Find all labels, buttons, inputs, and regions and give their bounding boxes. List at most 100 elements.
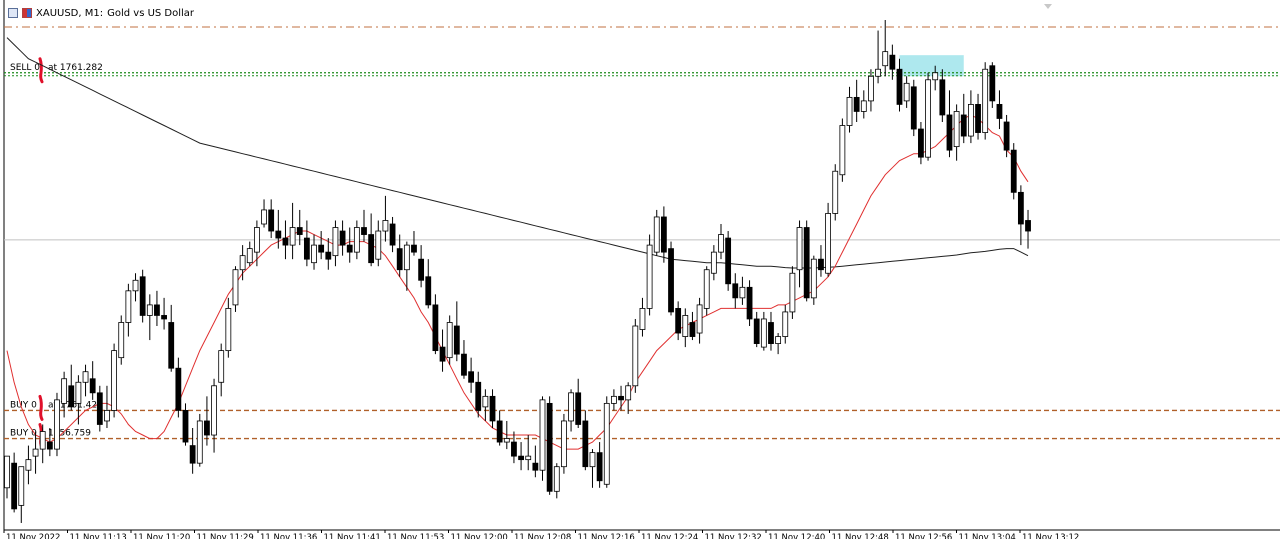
candle-body: [1017, 191, 1024, 225]
candle-body: [382, 220, 389, 232]
candle-body: [332, 227, 339, 257]
candle-body: [589, 452, 596, 468]
candle-body: [146, 304, 153, 316]
candle-body: [675, 308, 682, 334]
candle-body: [261, 209, 267, 225]
candle-body: [689, 322, 696, 337]
candle-body: [218, 350, 225, 383]
candle-body: [361, 227, 367, 235]
symbol-label: XAUUSD, M1:: [36, 7, 104, 19]
candle-body: [303, 237, 310, 260]
candle-body: [225, 308, 232, 352]
candle-body: [396, 248, 403, 271]
x-tick-label: 11 Nov 12:48: [832, 533, 889, 539]
candle-body: [104, 410, 110, 422]
candle-body: [275, 230, 282, 239]
candle-body: [118, 322, 125, 359]
candle-body: [596, 452, 603, 482]
candle-body: [311, 244, 317, 264]
candle-body: [868, 75, 874, 102]
candle-body: [846, 96, 853, 126]
candle-body: [561, 420, 567, 468]
candle-body: [375, 230, 382, 260]
x-tick-label: 11 Nov 12:32: [705, 533, 762, 539]
candle-body: [482, 395, 489, 408]
candle-body: [204, 420, 210, 436]
candle-body: [68, 385, 75, 408]
x-tick-label: 11 Nov 12:08: [514, 533, 571, 539]
candle-body: [89, 378, 96, 394]
candle-body: [461, 353, 467, 376]
candle-body: [632, 325, 639, 387]
candle-body: [532, 462, 539, 471]
candle-body: [996, 104, 1003, 119]
candle-body: [668, 248, 674, 313]
candle-body: [189, 445, 196, 464]
candle-body: [39, 431, 46, 450]
candle-body: [953, 111, 960, 148]
candle-body: [939, 79, 946, 116]
candle-body: [25, 459, 32, 471]
candle-body: [1010, 149, 1017, 193]
candle-body: [325, 251, 332, 260]
candle-body: [446, 322, 453, 359]
x-tick-label: 11 Nov 11:53: [387, 533, 444, 539]
candle-body: [946, 114, 953, 151]
x-tick-label: 11 Nov 11:20: [133, 533, 190, 539]
sell-order-label: SELL 0: [10, 63, 40, 73]
flag-icon[interactable]: [22, 8, 32, 18]
candle-body: [796, 227, 803, 271]
candle-body: [346, 244, 353, 253]
candle-body: [582, 420, 589, 468]
candle-body: [432, 304, 439, 352]
x-tick-label: 11 Nov 2022: [6, 533, 60, 539]
candle-body: [211, 385, 217, 436]
candle-body: [175, 367, 182, 411]
candle-body: [725, 237, 732, 285]
buy-order-1-marker: [38, 394, 44, 421]
candle-body: [746, 286, 753, 320]
window-icon[interactable]: [8, 8, 18, 18]
candle-body: [232, 269, 239, 306]
candle-body: [639, 308, 646, 330]
candle-body: [918, 128, 924, 158]
candle-body: [903, 82, 910, 102]
ma-slow-line: [6, 37, 1029, 269]
candle-body: [932, 72, 939, 81]
x-tick-label: 11 Nov 13:12: [1022, 533, 1079, 539]
candle-body: [511, 441, 517, 457]
candle-body: [61, 378, 68, 404]
candle-body: [546, 402, 553, 492]
x-tick-label: 11 Nov 12:40: [768, 533, 825, 539]
candle-body: [853, 96, 860, 112]
candle-body: [503, 438, 510, 443]
candle-body: [960, 114, 967, 137]
candle-body: [682, 315, 689, 337]
candle-body: [353, 227, 360, 253]
candle-body: [603, 402, 610, 485]
candle-body: [296, 227, 303, 235]
candle-body: [1025, 220, 1031, 232]
sell-order-price-label: at 1761.282: [48, 63, 103, 73]
candle-body: [739, 286, 746, 299]
candle-body: [368, 234, 375, 264]
candle-body: [253, 227, 260, 253]
candle-body: [553, 466, 560, 492]
candle-body: [696, 304, 703, 334]
candle-body: [468, 371, 475, 383]
candle-body: [46, 441, 53, 450]
candle-body: [753, 318, 760, 344]
candle-body: [575, 392, 582, 425]
candle-body: [775, 336, 782, 344]
candle-body: [539, 399, 546, 471]
highlight-zone: [899, 55, 964, 77]
candle-body: [646, 244, 653, 309]
candle-body: [32, 448, 39, 457]
candle-body: [860, 100, 867, 112]
candle-body: [111, 350, 117, 411]
candle-body: [182, 410, 189, 443]
candle-body: [132, 279, 139, 292]
candle-body: [11, 462, 18, 510]
candle-body: [568, 392, 574, 422]
